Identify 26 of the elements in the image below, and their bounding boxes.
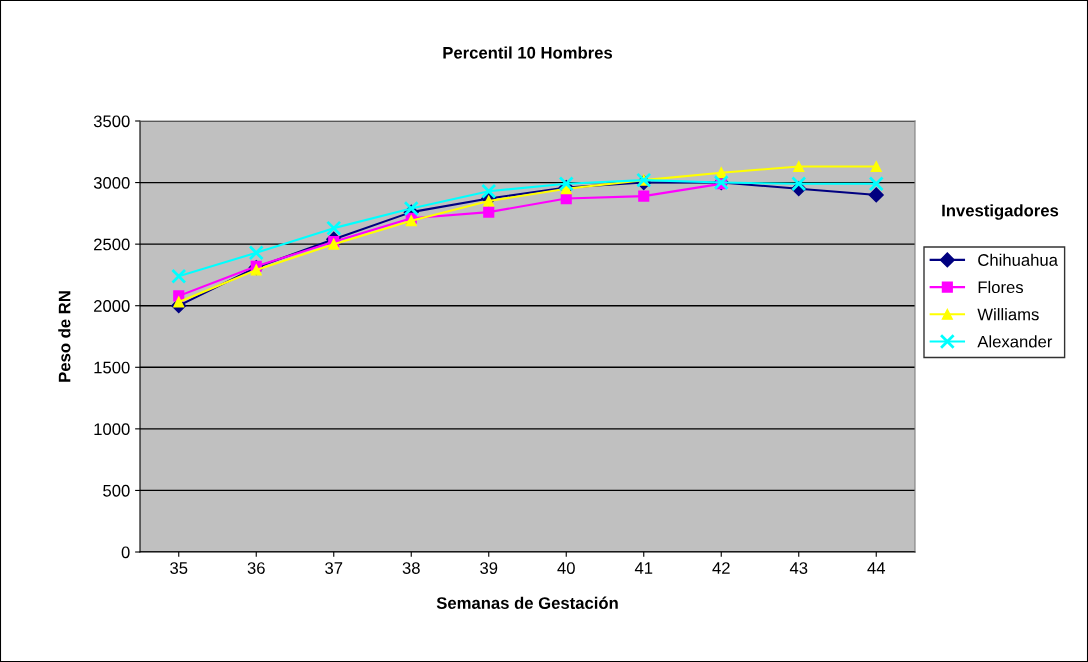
x-tick-label: 43 [789,562,808,574]
x-axis-title: Semanas de Gestación [436,596,618,609]
x-tick-label: 40 [557,562,575,574]
y-tick-label: 2500 [94,238,130,251]
y-tick-label: 0 [121,546,130,559]
legend-label: Alexander [977,335,1053,348]
y-tick-label: 2000 [94,300,130,312]
y-tick-label: 500 [103,484,130,497]
y-tick-label: 1000 [94,423,130,436]
legend-title: Investigadores [942,204,1059,220]
x-tick-label: 41 [634,562,653,574]
y-axis-title: Peso de RN [58,291,71,382]
chart-title: Percentil 10 Hombres [443,46,613,59]
x-tick-label: 44 [867,562,886,574]
x-tick-label: 36 [247,562,265,574]
x-tick-label: 37 [325,562,343,574]
legend-label: Williams [977,308,1039,321]
x-tick-label: 35 [170,562,188,574]
x-tick-label: 39 [480,562,498,574]
y-tick-label: 3000 [93,176,130,189]
y-tick-label: 3500 [93,115,130,128]
x-tick-label: 38 [402,562,420,574]
legend-label: Chihuahua [978,253,1058,266]
legend-label: Flores [978,280,1024,294]
x-tick-label: 42 [712,562,730,574]
y-tick-label: 1500 [94,361,130,374]
